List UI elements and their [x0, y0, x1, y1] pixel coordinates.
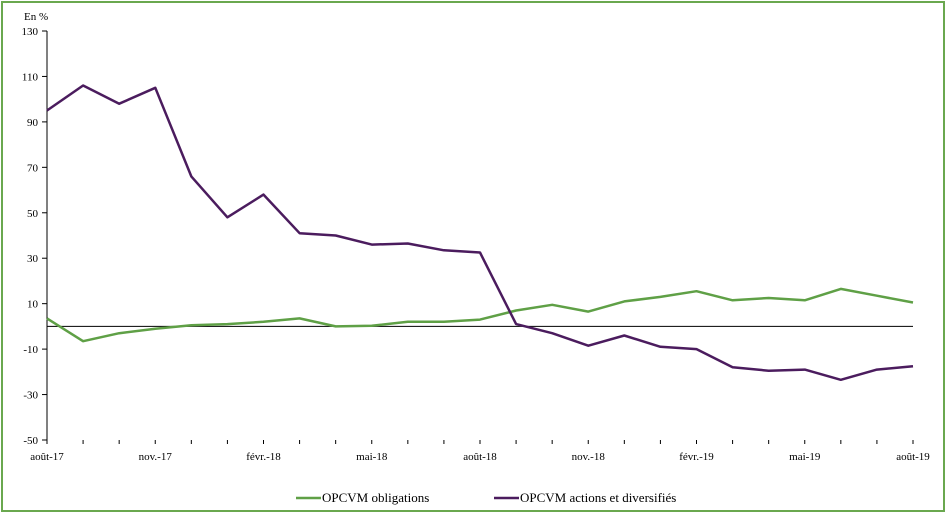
x-tick-label: nov.-18 [572, 451, 606, 463]
y-tick-label: -10 [23, 344, 38, 356]
y-tick-label: 90 [27, 117, 39, 129]
y-tick-label: 130 [22, 26, 39, 38]
y-tick-label: 110 [22, 71, 39, 83]
series-line-2 [46, 84, 914, 382]
x-tick-label: févr.-19 [679, 451, 714, 463]
y-tick-label: -30 [23, 390, 38, 402]
x-tick-label: août-19 [896, 451, 930, 463]
y-tick-label: 50 [27, 208, 39, 220]
x-tick-label: févr.-18 [246, 451, 281, 463]
y-tick-label: 10 [27, 299, 39, 311]
x-tick-label: nov.-17 [139, 451, 173, 463]
y-tick-label: -50 [23, 435, 38, 447]
x-tick-label: août-17 [30, 451, 64, 463]
y-unit-label: En % [24, 11, 48, 23]
y-tick-label: 30 [27, 253, 39, 265]
x-tick-label: mai-18 [356, 451, 388, 463]
y-tick-label: 70 [27, 162, 39, 174]
series-line-1 [46, 287, 914, 343]
legend-label-1: OPCVM obligations [322, 490, 429, 505]
series-lines [46, 84, 914, 382]
legend: OPCVM obligations OPCVM actions et divers… [296, 490, 676, 505]
x-tick-label: août-18 [463, 451, 497, 463]
x-tick-label: mai-19 [789, 451, 821, 463]
legend-label-2: OPCVM actions et diversifiés [520, 490, 676, 505]
